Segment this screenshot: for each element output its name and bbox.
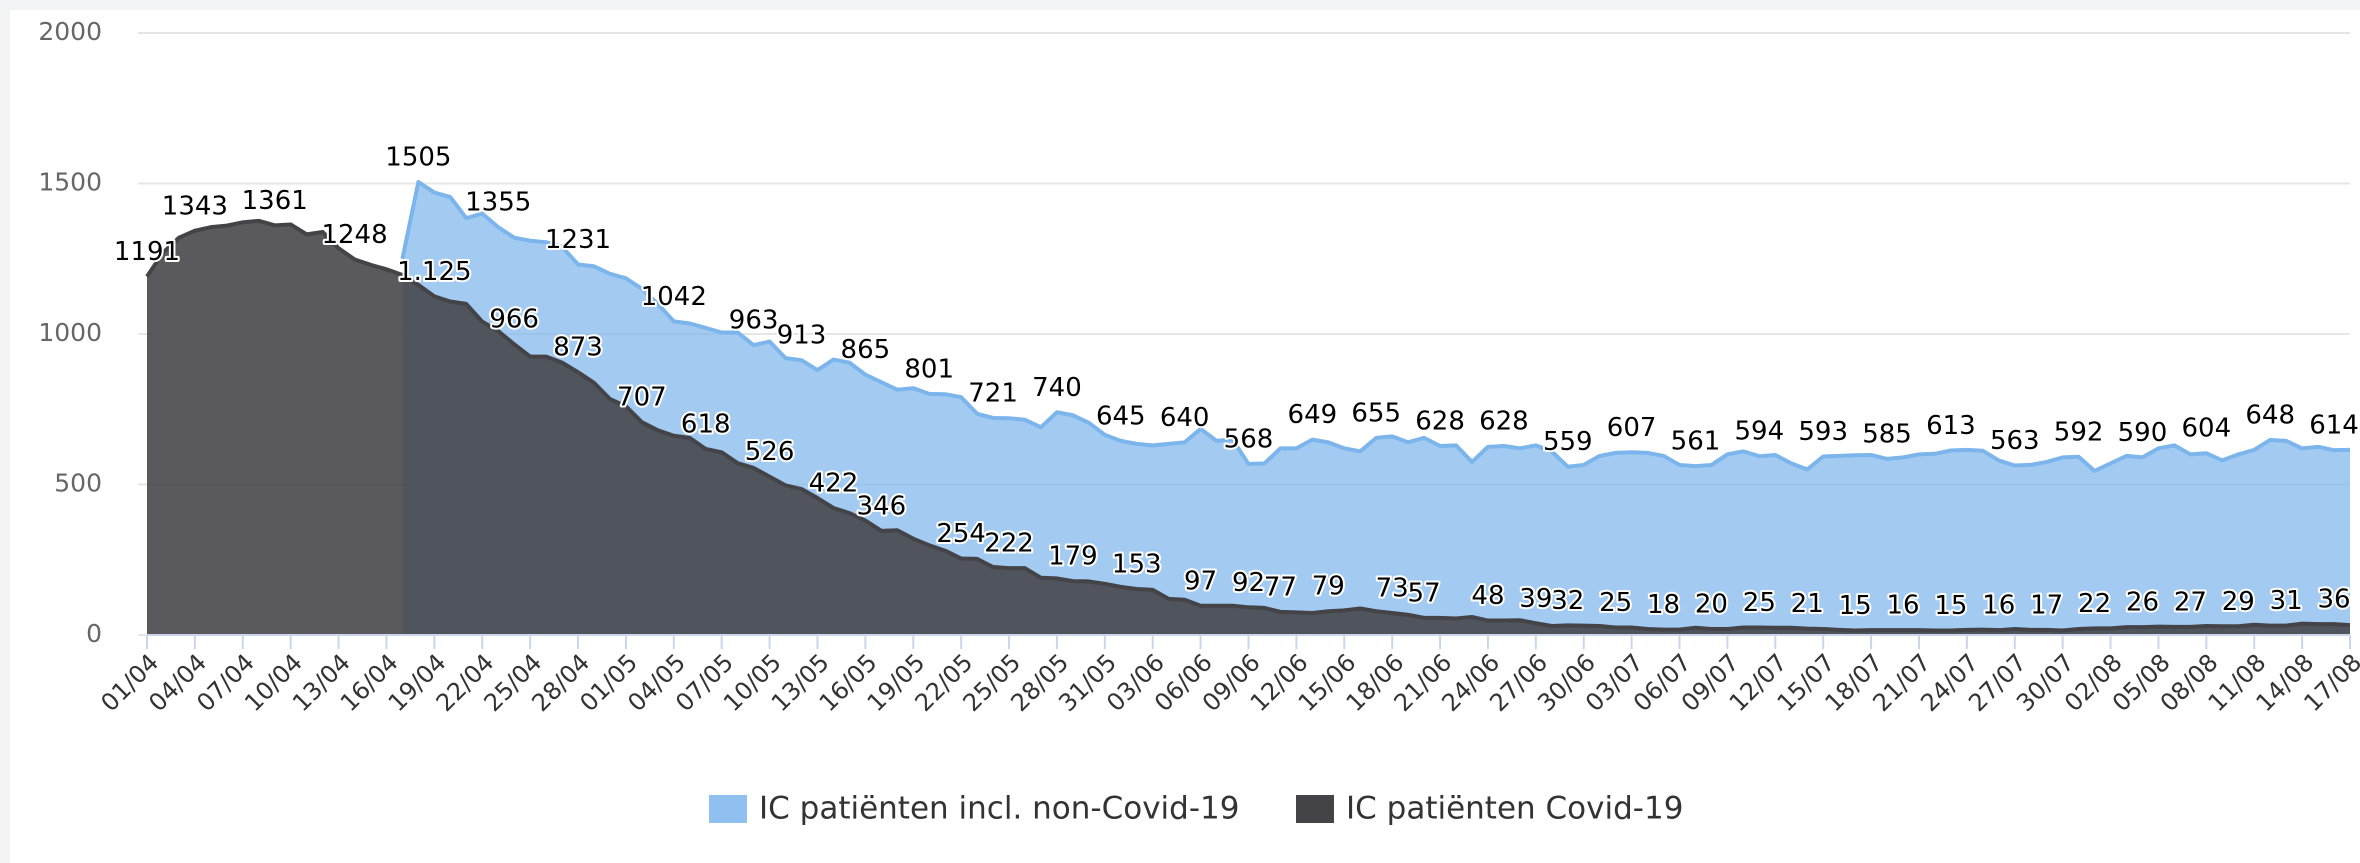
data-label: 346	[857, 491, 907, 521]
y-tick-label: 1000	[38, 318, 102, 347]
legend-label: IC patiënten incl. non-Covid-19	[759, 791, 1240, 827]
data-label: 17	[2030, 590, 2063, 620]
data-label: 15	[1934, 591, 1967, 621]
data-label: 1505	[385, 142, 451, 172]
data-label: 913	[777, 321, 827, 351]
data-label: 57	[1408, 578, 1441, 608]
data-label: 873	[553, 333, 603, 363]
legend-label: IC patiënten Covid-19	[1346, 791, 1683, 827]
data-label: 559	[1543, 427, 1593, 457]
legend-swatch	[709, 795, 747, 823]
data-label: 1231	[545, 225, 611, 255]
area-line	[145, 218, 2351, 633]
area-fill	[402, 181, 2350, 635]
data-label: 97	[1184, 566, 1217, 596]
area-fill	[147, 220, 2350, 635]
data-label: 655	[1351, 398, 1401, 428]
data-label: 18	[1647, 590, 1680, 620]
data-label: 16	[1982, 591, 2015, 621]
data-label: 966	[489, 305, 539, 335]
data-label: 640	[1160, 403, 1210, 433]
data-label: 222	[984, 529, 1034, 559]
data-label: 604	[2182, 414, 2232, 444]
data-label: 73	[1376, 574, 1409, 604]
data-label: 526	[745, 437, 795, 467]
data-label: 1343	[162, 191, 228, 221]
data-label: 614	[2309, 411, 2359, 441]
data-label: 32	[1551, 586, 1584, 616]
data-label: 590	[2118, 418, 2168, 448]
data-label: 593	[1798, 417, 1848, 447]
y-tick-label: 1500	[38, 168, 102, 197]
data-label: 1355	[465, 188, 531, 218]
y-tick-label: 2000	[38, 17, 102, 46]
data-label: 29	[2222, 587, 2255, 617]
data-label: 153	[1112, 549, 1162, 579]
data-label: 254	[936, 519, 986, 549]
area-line	[400, 179, 2351, 473]
data-label: 48	[1471, 581, 1504, 611]
data-label: 963	[729, 306, 779, 336]
data-label: 79	[1312, 572, 1345, 602]
y-tick-label: 0	[86, 619, 102, 648]
data-label: 1248	[321, 220, 387, 250]
data-label: 27	[2174, 587, 2207, 617]
data-label: 1.125	[397, 257, 471, 287]
data-label: 607	[1607, 413, 1657, 443]
data-label: 648	[2245, 400, 2295, 430]
data-label: 15	[1839, 591, 1872, 621]
legend-swatch	[1296, 795, 1334, 823]
data-label: 594	[1735, 417, 1785, 447]
data-label: 36	[2317, 585, 2350, 615]
data-label: 20	[1695, 589, 1728, 619]
data-label: 585	[1862, 419, 1912, 449]
data-label: 628	[1415, 406, 1465, 436]
data-label: 31	[2270, 586, 2303, 616]
data-label: 613	[1926, 411, 1976, 441]
data-label: 422	[809, 468, 859, 498]
data-label: 21	[1791, 589, 1824, 619]
data-label: 1361	[242, 186, 308, 216]
data-label: 649	[1288, 400, 1338, 430]
data-label: 39	[1519, 584, 1552, 614]
data-label: 618	[681, 409, 731, 439]
data-label: 707	[617, 383, 667, 413]
data-label: 25	[1743, 588, 1776, 618]
data-label: 92	[1232, 568, 1265, 598]
data-label: 77	[1264, 572, 1297, 602]
data-label: 592	[2054, 417, 2104, 447]
data-label: 563	[1990, 426, 2040, 456]
data-label: 628	[1479, 406, 1529, 436]
data-label: 865	[841, 335, 891, 365]
data-label: 25	[1599, 588, 1632, 618]
data-label: 26	[2126, 588, 2159, 618]
data-label: 721	[968, 378, 1018, 408]
data-label: 801	[904, 354, 954, 384]
data-label: 22	[2078, 589, 2111, 619]
data-label: 568	[1224, 425, 1274, 455]
data-label: 561	[1671, 427, 1721, 457]
data-label: 16	[1886, 591, 1919, 621]
y-tick-label: 500	[54, 469, 102, 498]
data-label: 179	[1048, 542, 1098, 572]
data-label: 740	[1032, 373, 1082, 403]
data-label: 1191	[114, 237, 180, 267]
data-label: 645	[1096, 401, 1146, 431]
data-label: 1042	[641, 282, 707, 312]
